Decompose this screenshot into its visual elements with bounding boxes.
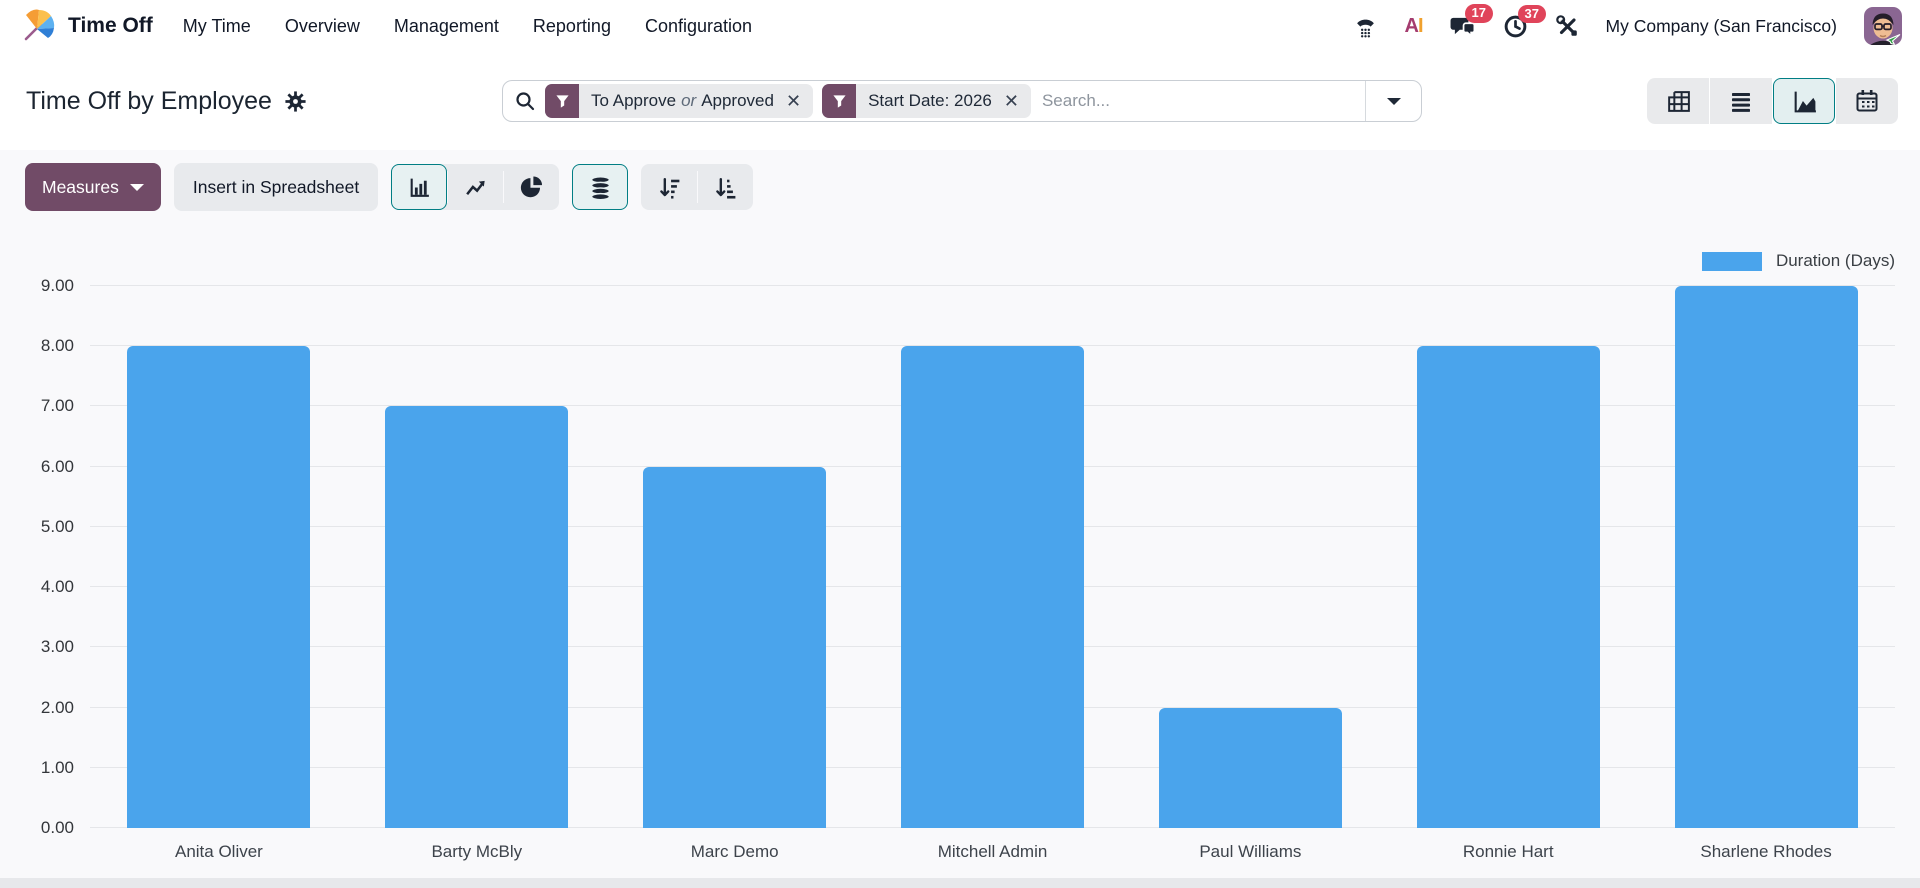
bar-sharlene-rhodes[interactable] xyxy=(1674,286,1858,828)
sort-group xyxy=(641,164,754,210)
x-axis-labels: Anita Oliver Barty McBly Marc Demo Mitchell… xyxy=(90,842,1895,862)
facet-label: Start Date: 2026 xyxy=(868,91,992,110)
pie-chart-button[interactable] xyxy=(503,164,559,210)
travel-plane-badge xyxy=(1885,33,1901,45)
navbar-menu: My Time Overview Management Reporting Co… xyxy=(183,16,752,37)
action-gear-icon[interactable] xyxy=(285,90,306,112)
chart-legend[interactable]: Duration (Days) xyxy=(0,251,1895,271)
messages-icon[interactable]: 17 xyxy=(1450,4,1493,39)
legend-swatch xyxy=(1701,251,1762,271)
avatar[interactable] xyxy=(1864,7,1902,45)
chevron-down-icon xyxy=(1386,97,1401,105)
y-axis-tick-label: 5.00 xyxy=(40,516,74,536)
x-axis-label: Mitchell Admin xyxy=(937,842,1048,861)
facet-remove-icon[interactable]: ✕ xyxy=(1003,91,1019,111)
bar-chart: Duration (Days) 0.00 1.00 2.00 3.00 4.00 5.00… xyxy=(0,251,1920,862)
search-options-toggle[interactable] xyxy=(1365,81,1421,121)
nav-item-configuration[interactable]: Configuration xyxy=(644,15,753,36)
top-navbar: Time Off My Time Overview Management Rep… xyxy=(0,0,1920,52)
search-bar: To Approve or Approved ✕ Start Date: 2026 … xyxy=(502,80,1422,122)
view-switcher xyxy=(1422,78,1898,124)
x-axis-label: Anita Oliver xyxy=(174,842,263,861)
view-pivot-button[interactable] xyxy=(1647,78,1709,124)
bar-ronnie-hart[interactable] xyxy=(1416,346,1600,828)
bar-slot xyxy=(864,286,1122,828)
control-panel: Time Off by Employee xyxy=(0,52,1920,150)
search-facet-start-date[interactable]: Start Date: 2026 ✕ xyxy=(822,84,1031,118)
bar-mitchell-admin[interactable] xyxy=(900,346,1085,828)
sort-ascending-button[interactable] xyxy=(697,164,753,210)
bar-slot xyxy=(1637,286,1895,828)
filter-funnel-icon xyxy=(545,84,579,118)
bar-slot xyxy=(606,286,864,828)
gridline: 8.00 xyxy=(41,336,1895,355)
facet-label: To Approve or Approved xyxy=(591,91,774,110)
y-axis-tick-label: 4.00 xyxy=(40,577,74,597)
breadcrumb: Time Off by Employee xyxy=(26,87,502,116)
bar-slot xyxy=(1121,286,1379,828)
y-axis-tick-label: 9.00 xyxy=(40,276,74,295)
x-axis-label: Paul Williams xyxy=(1199,842,1302,861)
view-list-button[interactable] xyxy=(1710,78,1772,124)
legend-label: Duration (Days) xyxy=(1775,251,1895,270)
y-axis-tick-label: 7.00 xyxy=(40,396,74,416)
bar-slot xyxy=(1379,286,1637,828)
view-graph-button[interactable] xyxy=(1773,78,1835,124)
filter-funnel-icon xyxy=(822,84,857,118)
time-off-app-icon[interactable] xyxy=(22,8,58,44)
nav-item-my-time[interactable]: My Time xyxy=(182,15,251,36)
navbar-left: Time Off My Time Overview Management Rep… xyxy=(18,8,752,44)
bar-paul-williams[interactable] xyxy=(1158,707,1342,828)
x-axis-label: Marc Demo xyxy=(690,842,779,861)
y-axis-tick-label: 2.00 xyxy=(40,697,74,717)
facet-remove-icon[interactable]: ✕ xyxy=(785,91,802,111)
bar-barty-mcbly[interactable] xyxy=(385,406,569,828)
tools-icon[interactable] xyxy=(1555,14,1579,38)
x-axis-label: Sharlene Rhodes xyxy=(1700,842,1832,861)
sort-descending-button[interactable] xyxy=(641,164,697,210)
search-icon xyxy=(515,91,535,111)
x-axis-label: Barty McBly xyxy=(431,842,523,861)
view-calendar-button[interactable] xyxy=(1836,78,1898,124)
y-axis-tick-label: 1.00 xyxy=(40,757,74,777)
voip-phone-icon[interactable] xyxy=(1353,14,1378,39)
chart-type-group xyxy=(391,164,560,210)
line-chart-button[interactable] xyxy=(447,164,503,210)
messages-badge: 17 xyxy=(1464,4,1493,23)
chevron-down-icon xyxy=(129,183,144,191)
company-switcher[interactable]: My Company (San Francisco) xyxy=(1605,15,1837,36)
bars-container xyxy=(90,286,1895,828)
search-input[interactable] xyxy=(1039,90,1365,112)
bar-slot xyxy=(348,286,606,828)
graph-toolbar: Measures Insert in Spreadsheet xyxy=(0,150,1920,211)
app-name[interactable]: Time Off xyxy=(68,14,153,37)
y-axis-tick-label: 0.00 xyxy=(40,818,74,837)
horizontal-scrollbar[interactable] xyxy=(0,878,1920,888)
search-facet-status[interactable]: To Approve or Approved ✕ xyxy=(545,84,814,118)
nav-item-management[interactable]: Management xyxy=(393,15,499,36)
bar-marc-demo[interactable] xyxy=(643,466,827,828)
x-axis-label: Ronnie Hart xyxy=(1462,842,1554,861)
stacked-toggle-button[interactable] xyxy=(572,164,629,210)
gridline: 9.00 xyxy=(41,276,1895,295)
nav-item-reporting[interactable]: Reporting xyxy=(532,15,611,36)
activities-badge: 37 xyxy=(1517,4,1546,24)
bar-chart-button[interactable] xyxy=(391,164,448,210)
y-axis-tick-label: 8.00 xyxy=(40,336,74,356)
activities-clock-icon[interactable]: 37 xyxy=(1503,4,1546,39)
bar-slot xyxy=(90,286,348,828)
measures-button[interactable]: Measures xyxy=(25,163,161,211)
page-title: Time Off by Employee xyxy=(26,86,272,115)
bar-anita-oliver[interactable] xyxy=(127,346,311,828)
y-axis-tick-label: 6.00 xyxy=(40,456,74,476)
chart-plot: 0.00 1.00 2.00 3.00 4.00 5.00 6.00 7.00 8.00 9.00 xyxy=(41,276,1895,837)
insert-in-spreadsheet-button[interactable]: Insert in Spreadsheet xyxy=(173,163,379,211)
main-content: Measures Insert in Spreadsheet xyxy=(0,150,1920,888)
nav-item-overview[interactable]: Overview xyxy=(284,15,360,36)
y-axis-tick-label: 3.00 xyxy=(40,637,74,657)
